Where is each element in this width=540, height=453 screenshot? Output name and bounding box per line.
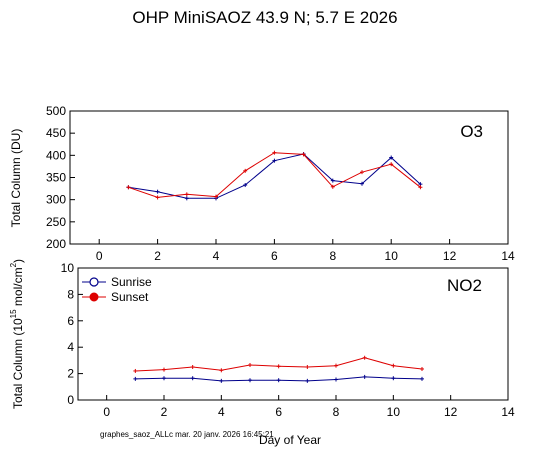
no2-legend: Sunrise Sunset <box>82 275 152 304</box>
no2-panel: 0 2 4 6 8 10 0 2 4 6 8 10 12 14 NO2 Total Column (10… <box>9 259 515 447</box>
no2-sunrise-point <box>420 376 424 381</box>
no2-x-tick-label: 4 <box>218 405 225 419</box>
no2-y-label-b: mol/cm <box>11 267 25 309</box>
no2-sunrise-point <box>362 374 367 379</box>
legend-sunrise-label: Sunrise <box>111 275 152 289</box>
o3-y-tick-label: 500 <box>46 104 66 118</box>
footer-timestamp: graphes_saoz_ALLc mar. 20 janv. 2026 16:… <box>100 430 274 439</box>
o3-x-tick-label: 6 <box>271 249 278 263</box>
no2-sunrise-point <box>219 378 224 383</box>
no2-y-tick-label: 2 <box>67 367 74 381</box>
no2-y-tick-label: 0 <box>67 393 74 407</box>
legend-sunset-marker <box>89 292 99 302</box>
no2-sunset-point <box>133 368 138 373</box>
o3-y-tick-label: 350 <box>46 171 66 185</box>
o3-sunset-point <box>184 192 189 197</box>
o3-panel: 200 250 300 350 400 450 500 0 2 4 6 8 10 12 14 O3 Tot… <box>9 104 515 263</box>
o3-y-axis-label: Total Column (DU) <box>9 129 23 228</box>
no2-y-axis: 0 2 4 6 8 10 <box>61 261 83 407</box>
o3-sunrise-point <box>243 183 248 188</box>
o3-sunrise-point <box>184 196 189 201</box>
o3-sunrise-point <box>389 155 394 160</box>
legend-sunset-label: Sunset <box>111 290 149 304</box>
o3-sunset-point <box>272 150 277 155</box>
no2-y-tick-label: 6 <box>67 314 74 328</box>
no2-y-label-sup2: 2 <box>9 262 18 267</box>
no2-x-tick-label: 6 <box>275 405 282 419</box>
legend-sunrise-marker <box>89 277 99 287</box>
no2-sunrise-point <box>162 376 166 381</box>
no2-series-group <box>133 355 424 383</box>
o3-sunset-point <box>389 162 394 167</box>
o3-plot-frame <box>69 110 509 245</box>
o3-y-tick-label: 400 <box>46 148 66 162</box>
no2-sunset-point <box>248 363 252 368</box>
o3-x-tick-label: 0 <box>96 249 103 263</box>
no2-sunset-point <box>420 366 424 371</box>
no2-sunset-point <box>391 363 396 368</box>
no2-x-axis-label: Day of Year <box>259 433 321 447</box>
o3-sunrise-point <box>330 178 335 183</box>
o3-sunset-point <box>155 195 160 200</box>
o3-y-tick-label: 250 <box>46 215 66 229</box>
o3-y-tick-label: 300 <box>46 193 66 207</box>
no2-y-tick-label: 10 <box>61 261 75 275</box>
no2-x-tick-label: 8 <box>333 405 340 419</box>
no2-sunrise-point <box>190 376 195 381</box>
o3-x-tick-label: 2 <box>154 249 161 263</box>
no2-x-tick-label: 12 <box>444 405 458 419</box>
o3-sunrise-point <box>360 181 364 186</box>
no2-y-label-a: Total Column (10 <box>11 318 25 409</box>
no2-sunset-point <box>362 355 367 360</box>
o3-x-tick-label: 4 <box>213 249 220 263</box>
no2-x-axis: 0 2 4 6 8 10 12 14 <box>103 395 515 419</box>
no2-sunset-point <box>190 365 195 369</box>
o3-sunset-point <box>360 170 364 175</box>
no2-sunrise-point <box>305 378 310 383</box>
no2-sunrise-point <box>276 378 281 383</box>
o3-sunset-point <box>301 152 306 157</box>
o3-sunrise-point <box>155 189 160 194</box>
no2-y-label-c: ) <box>11 259 25 263</box>
o3-sunrise-point <box>272 158 277 163</box>
o3-y-tick-label: 450 <box>46 126 66 140</box>
o3-sunset-point <box>330 184 335 189</box>
no2-y-tick-label: 4 <box>67 340 74 354</box>
o3-x-tick-label: 12 <box>443 249 457 263</box>
no2-sunrise-point <box>391 376 396 381</box>
o3-sunset-point <box>243 168 248 173</box>
no2-sunset-point <box>334 363 338 368</box>
no2-x-tick-label: 14 <box>501 405 515 419</box>
o3-sunset-point <box>418 185 423 190</box>
no2-x-tick-label: 0 <box>103 405 110 419</box>
no2-sunset-point <box>276 364 281 369</box>
no2-sunrise-point <box>133 376 138 381</box>
figure-title: OHP MiniSAOZ 43.9 N; 5.7 E 2026 <box>132 8 397 27</box>
o3-sunset-point <box>126 185 131 190</box>
o3-y-tick-label: 200 <box>46 237 66 251</box>
no2-sunset-point <box>219 368 224 373</box>
no2-panel-label: NO2 <box>447 276 482 295</box>
o3-y-axis: 200 250 300 350 400 450 500 <box>46 104 75 251</box>
no2-plot-frame <box>77 267 509 401</box>
o3-x-tick-label: 8 <box>329 249 336 263</box>
no2-y-axis-label: Total Column (1015 mol/cm2) <box>9 259 25 409</box>
o3-x-tick-label: 14 <box>501 249 515 263</box>
no2-sunset-point <box>162 367 166 372</box>
o3-x-axis: 0 2 4 6 8 10 12 14 <box>96 239 515 263</box>
o3-panel-label: O3 <box>460 122 483 141</box>
o3-x-tick-label: 10 <box>385 249 399 263</box>
o3-sunset-point <box>214 194 218 199</box>
no2-y-tick-label: 8 <box>67 287 74 301</box>
no2-sunrise-point <box>334 377 338 382</box>
no2-y-label-sup: 15 <box>9 309 18 318</box>
no2-x-tick-label: 10 <box>387 405 401 419</box>
o3-series-group <box>126 150 423 201</box>
no2-sunset-point <box>305 365 310 369</box>
no2-x-tick-label: 2 <box>161 405 168 419</box>
no2-sunrise-point <box>248 378 252 383</box>
